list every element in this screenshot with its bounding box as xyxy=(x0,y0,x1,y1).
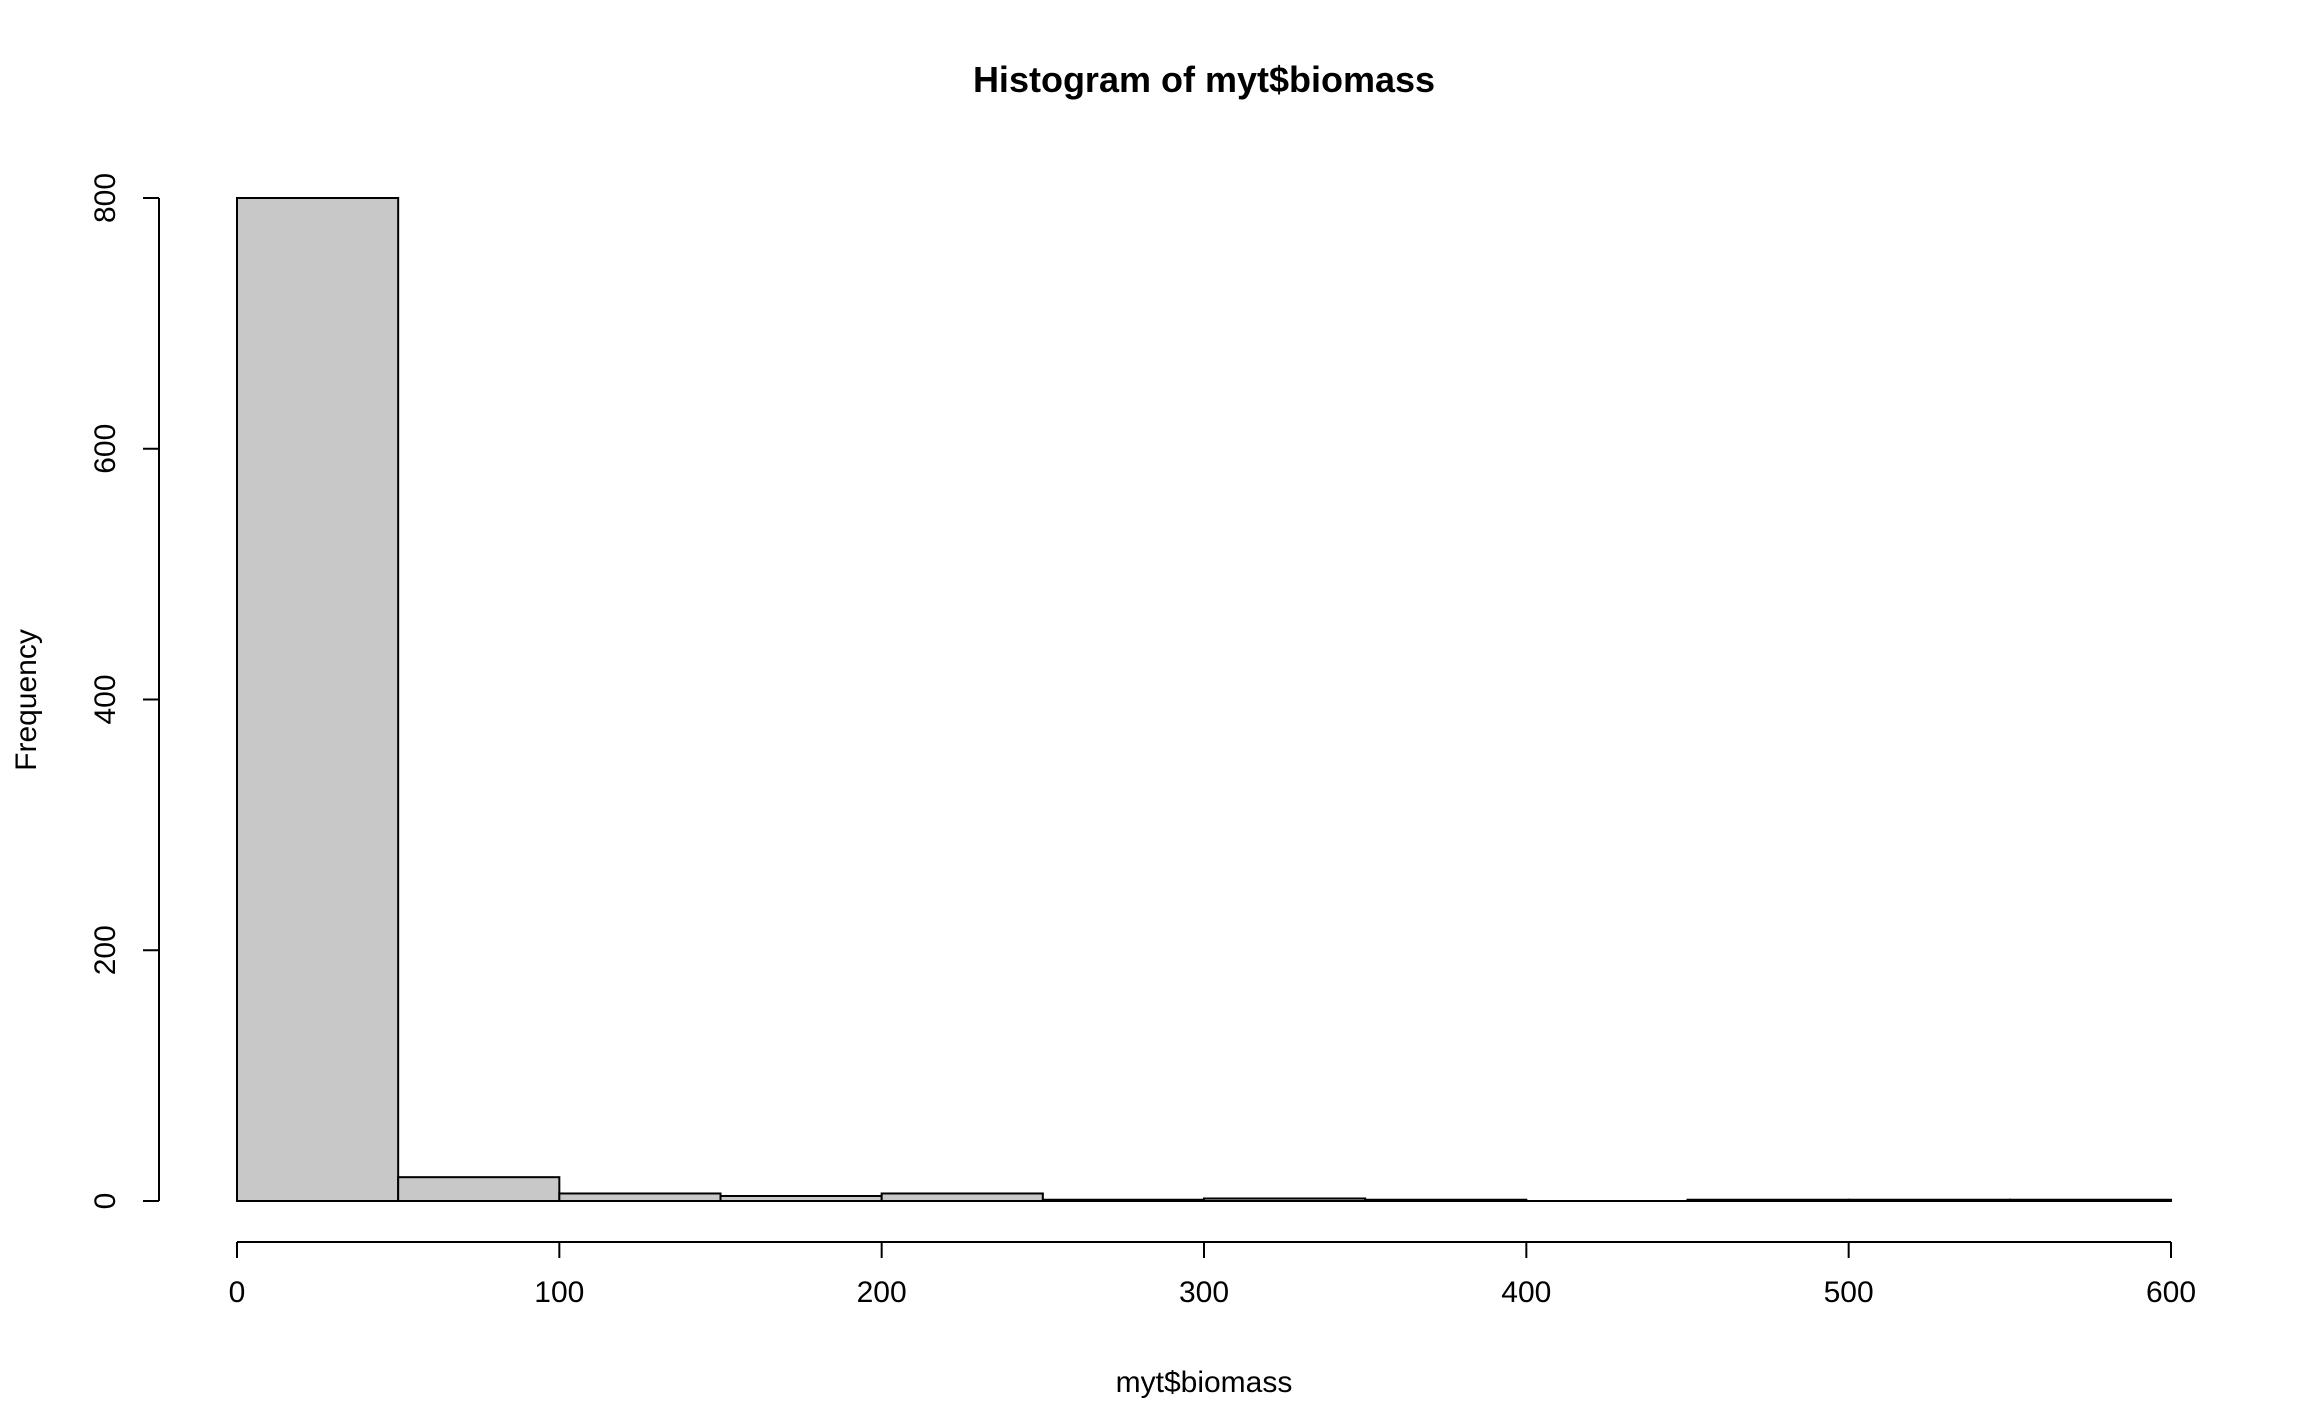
x-tick-label: 500 xyxy=(1824,1276,1874,1309)
y-tick-label: 400 xyxy=(89,674,122,724)
histogram-bar xyxy=(2008,1198,2173,1202)
x-tick-label: 400 xyxy=(1501,1276,1551,1309)
y-axis-label: Frequency xyxy=(10,629,43,771)
y-tick-label: 800 xyxy=(89,173,122,223)
histogram-bar xyxy=(558,1192,722,1203)
y-axis: 0 200 400 600 800 xyxy=(89,173,160,1210)
y-tick-label: 600 xyxy=(89,424,122,474)
x-tick-label: 0 xyxy=(229,1276,246,1309)
histogram-bar xyxy=(880,1192,1044,1203)
bars-group xyxy=(236,197,2173,1203)
x-tick-label: 100 xyxy=(534,1276,584,1309)
x-tick-label: 200 xyxy=(857,1276,907,1309)
y-tick-label: 0 xyxy=(89,1193,122,1210)
x-axis-label: myt$biomass xyxy=(1116,1366,1293,1399)
histogram-bar xyxy=(1847,1198,2011,1202)
histogram-bar xyxy=(719,1194,883,1202)
histogram-bar xyxy=(236,197,400,1202)
chart-title: Histogram of myt$biomass xyxy=(973,59,1435,100)
histogram-bar xyxy=(1364,1198,1528,1202)
x-tick-label: 300 xyxy=(1179,1276,1229,1309)
x-tick-label: 600 xyxy=(2146,1276,2196,1309)
histogram-bar xyxy=(1041,1198,1206,1202)
x-axis: 0 100 200 300 400 500 600 xyxy=(229,1241,2196,1309)
histogram-bar xyxy=(1686,1198,1850,1202)
histogram-bar xyxy=(397,1176,561,1202)
y-tick-label: 200 xyxy=(89,925,122,975)
histogram-bar xyxy=(1203,1197,1367,1203)
